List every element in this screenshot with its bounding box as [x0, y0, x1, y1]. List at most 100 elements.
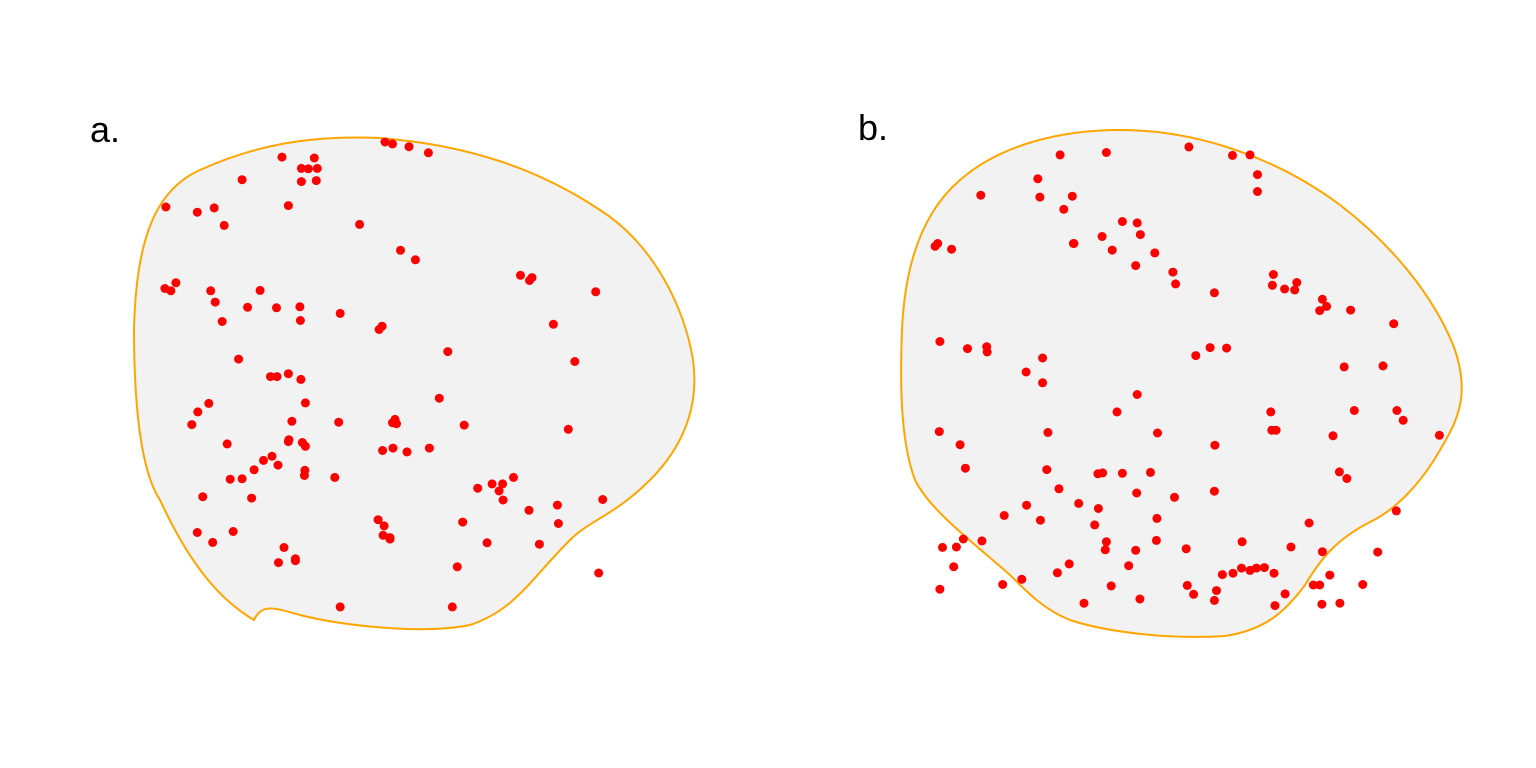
data-point — [1152, 513, 1162, 523]
data-point — [193, 407, 203, 417]
data-point — [1292, 278, 1302, 287]
data-point — [1245, 150, 1255, 160]
data-point — [1378, 361, 1388, 371]
data-point — [1210, 440, 1220, 450]
data-point — [1107, 245, 1117, 255]
data-point — [1054, 484, 1064, 494]
data-point — [1074, 498, 1084, 508]
data-point — [1304, 518, 1314, 528]
data-point — [237, 474, 247, 484]
data-point — [594, 568, 604, 578]
data-point — [209, 203, 219, 213]
data-point — [434, 393, 444, 403]
data-point — [283, 369, 293, 379]
data-point — [1189, 589, 1199, 599]
data-point — [1052, 568, 1062, 578]
data-point — [1245, 565, 1255, 575]
data-point — [473, 483, 483, 493]
data-point — [998, 580, 1008, 589]
data-point — [934, 427, 944, 437]
data-point — [947, 244, 957, 254]
data-point — [1286, 542, 1296, 552]
data-point — [1346, 305, 1356, 315]
data-point — [1334, 467, 1344, 477]
data-point — [955, 440, 965, 450]
data-point — [1182, 580, 1192, 590]
data-point — [1035, 192, 1045, 202]
data-point — [1228, 568, 1238, 578]
data-point — [228, 527, 238, 536]
data-point — [309, 153, 319, 163]
data-point — [949, 562, 959, 572]
data-point — [243, 302, 253, 312]
data-point — [1181, 544, 1191, 554]
data-point — [1398, 415, 1408, 425]
data-point — [982, 347, 992, 357]
data-point — [1322, 301, 1332, 311]
data-point — [1117, 468, 1127, 478]
data-point — [930, 241, 940, 251]
data-point — [1055, 150, 1065, 160]
data-point — [380, 137, 390, 147]
data-point — [1217, 570, 1227, 580]
data-point — [1237, 563, 1246, 573]
data-point — [527, 273, 537, 283]
data-point — [272, 372, 282, 382]
data-point — [1038, 353, 1048, 363]
data-point — [273, 460, 283, 470]
data-point — [498, 479, 508, 489]
data-point — [210, 297, 220, 307]
data-point — [1349, 406, 1359, 415]
data-point — [1268, 270, 1278, 279]
data-point — [482, 538, 492, 548]
data-point — [534, 539, 544, 549]
data-point — [1132, 390, 1142, 399]
data-point — [598, 495, 608, 504]
data-point — [166, 286, 176, 296]
data-point — [335, 308, 345, 318]
data-point — [935, 584, 945, 594]
data-point — [1335, 598, 1345, 608]
data-point — [552, 500, 562, 510]
data-point — [1266, 407, 1276, 417]
data-point — [217, 317, 227, 326]
data-point — [204, 398, 214, 408]
data-point — [1280, 284, 1290, 294]
data-point — [498, 495, 508, 505]
data-point — [277, 152, 287, 162]
data-point — [494, 486, 504, 496]
data-point — [999, 511, 1009, 520]
data-point — [206, 286, 216, 296]
data-point — [295, 316, 305, 325]
data-point — [287, 416, 297, 426]
data-point — [1290, 285, 1300, 295]
data-point — [935, 337, 945, 346]
data-point — [548, 319, 558, 329]
data-point — [459, 420, 469, 430]
data-point — [1212, 586, 1221, 596]
data-point — [1315, 580, 1325, 590]
data-point — [1317, 547, 1327, 557]
data-point — [1339, 362, 1349, 372]
data-point — [378, 530, 388, 540]
data-point — [303, 164, 313, 174]
data-point — [1101, 537, 1111, 547]
data-point — [1135, 230, 1145, 240]
data-point — [279, 543, 289, 552]
data-point — [516, 270, 525, 280]
data-point — [1170, 492, 1179, 502]
data-point — [379, 521, 389, 531]
panel-b-window — [900, 128, 1463, 638]
panel-a-label: a. — [90, 109, 120, 150]
data-point — [161, 202, 171, 212]
data-point — [1038, 378, 1048, 388]
data-point — [423, 148, 433, 158]
data-point — [951, 542, 961, 552]
data-point — [1269, 568, 1279, 578]
data-point — [283, 201, 293, 211]
data-point — [1131, 261, 1141, 271]
data-point — [219, 220, 229, 230]
data-point — [234, 354, 244, 364]
data-point — [1358, 580, 1368, 589]
data-point — [192, 528, 202, 537]
